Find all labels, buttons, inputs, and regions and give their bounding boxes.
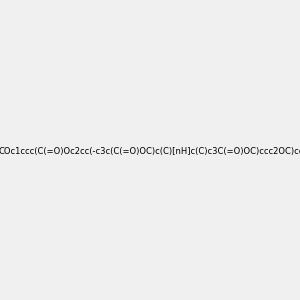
Text: COc1ccc(C(=O)Oc2cc(-c3c(C(=O)OC)c(C)[nH]c(C)c3C(=O)OC)ccc2OC)cc1: COc1ccc(C(=O)Oc2cc(-c3c(C(=O)OC)c(C)[nH]…	[0, 147, 300, 156]
